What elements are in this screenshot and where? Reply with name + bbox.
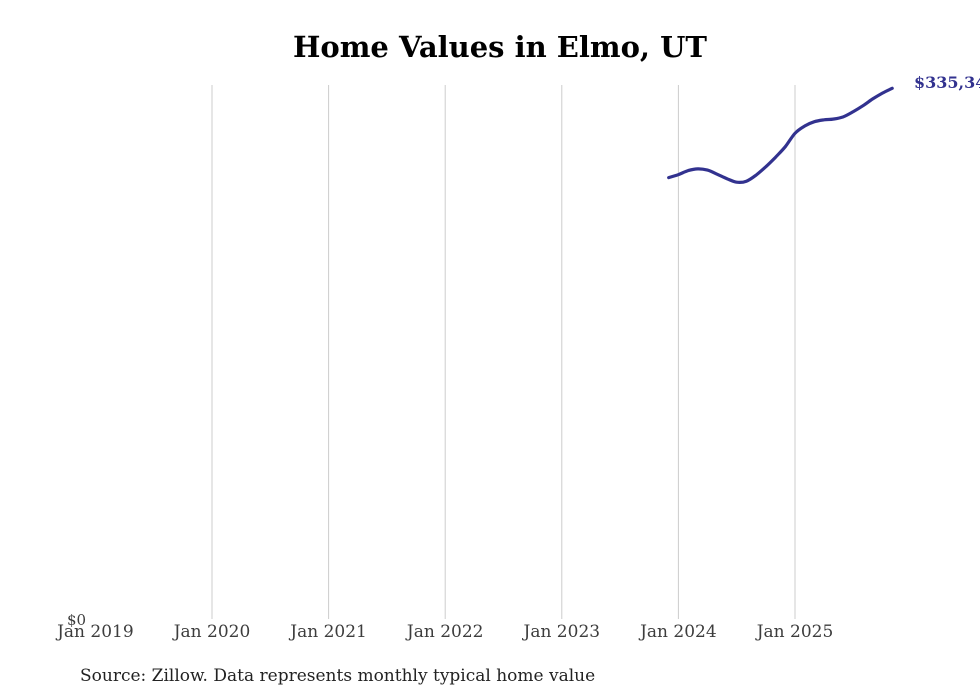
home-value-line [667,86,894,184]
gridlines [211,85,796,619]
x-tick-label-2019: Jan 2019 [57,622,134,642]
x-tick-label-2021: Jan 2021 [290,622,367,642]
latest-value-label: $335,345 [914,73,980,92]
x-tick-label-2023: Jan 2023 [523,622,601,642]
y-zero-tick-label: $0 [67,611,87,629]
x-tick-label-2020: Jan 2020 [173,622,251,642]
x-tick-label-2022: Jan 2022 [406,622,484,642]
x-tick-label-2025: Jan 2025 [756,622,834,642]
source-note: Source: Zillow. Data represents monthly … [80,666,596,686]
x-tick-label-2024: Jan 2024 [640,622,717,642]
chart-title: Home Values in Elmo, UT [293,30,707,64]
